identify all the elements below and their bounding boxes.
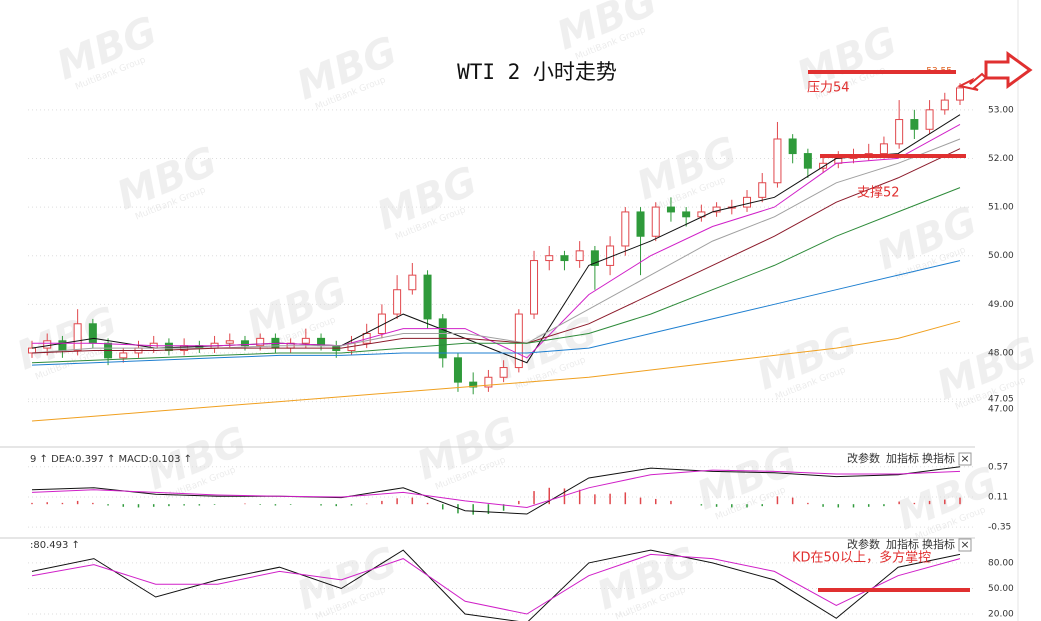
control-button[interactable]: × (960, 452, 969, 465)
y-tick-label: 0.11 (988, 492, 1008, 502)
candle-body (240, 340, 249, 347)
candle-body (636, 211, 645, 237)
candle-body (408, 274, 417, 291)
y-tick-label: 80.00 (988, 558, 1014, 568)
candle-body (895, 119, 904, 145)
indicator-line (31, 320, 961, 422)
candle-body (164, 342, 173, 352)
candle-body (925, 109, 934, 130)
indicator-line (31, 553, 961, 615)
candle-body (423, 274, 432, 320)
y-tick-label: 20.00 (988, 610, 1014, 620)
y-tick-label: 53.00 (988, 105, 1014, 115)
candle-body (73, 323, 82, 352)
control-button[interactable]: × (960, 538, 969, 551)
y-tick-label: 48.00 (988, 348, 1014, 358)
candle-body (682, 211, 691, 218)
arrow (984, 51, 1033, 89)
annotation: KD在50以上，多方掌控 (792, 550, 931, 566)
candle-body (256, 337, 265, 347)
candle-body (43, 340, 52, 349)
candle-body (910, 119, 919, 130)
candle-body (514, 313, 523, 369)
candle-body (393, 289, 402, 315)
candle-body (545, 255, 554, 262)
close-box (958, 538, 972, 552)
indicator-line (31, 114, 961, 364)
y-tick-label: 50.00 (988, 251, 1014, 261)
control-button[interactable]: 换指标 (922, 537, 955, 551)
candle-body (377, 313, 386, 335)
candle-body (484, 376, 493, 388)
candle-body (803, 153, 812, 169)
y-tick-label: -0.35 (988, 523, 1011, 533)
candle-body (88, 323, 97, 344)
candle-body (666, 206, 675, 213)
control-button[interactable]: 换指标 (922, 451, 955, 465)
candle-body (453, 357, 462, 383)
y-tick-label: 52.00 (988, 154, 1014, 164)
indicator-line (31, 187, 961, 364)
arrow (957, 72, 988, 91)
y-tick-label: 47.05 (988, 395, 1014, 405)
indicator-line (31, 260, 961, 366)
control-button[interactable]: 加指标 (886, 537, 919, 551)
y-tick-label: 50.00 (988, 584, 1014, 594)
control-button[interactable]: 改参数 (847, 537, 880, 551)
close-box (958, 452, 972, 466)
candle-body (621, 211, 630, 247)
indicator-header: 9 ↑ DEA:0.397 ↑ MACD:0.103 ↑ (30, 454, 192, 465)
candle-body (28, 347, 36, 354)
y-tick-label: 0.57 (988, 462, 1008, 472)
candle-body (773, 138, 782, 184)
candle-body (530, 260, 539, 315)
candle-body (119, 352, 128, 359)
plot-area: 53.00 52.00 51.00 50.00 49.00 48.00 47.0547.00… (28, 67, 1014, 621)
candle-body (743, 196, 752, 208)
candle-body (469, 381, 478, 388)
indicator-header: :80.493 ↑ (30, 540, 80, 551)
candle-body (499, 367, 508, 378)
y-tick-label: 47.00 (988, 405, 1014, 415)
candle-body (879, 143, 888, 155)
candle-body (560, 255, 569, 262)
candle-body (651, 206, 660, 237)
indicator-line (31, 138, 961, 354)
y-tick-label: 51.00 (988, 203, 1014, 213)
candle-body (788, 138, 797, 155)
chart-title: WTI 2 小时走势 (457, 60, 617, 84)
control-button[interactable]: 加指标 (886, 451, 919, 465)
candle-body (758, 182, 767, 198)
annotation: 支撑52 (857, 186, 900, 201)
candle-body (590, 250, 599, 266)
indicator-line (31, 469, 961, 509)
candle-body (956, 87, 964, 101)
candle-body (940, 99, 949, 111)
indicator-line (31, 466, 961, 515)
candle-body (301, 337, 310, 344)
annotation: 压力54 (807, 81, 850, 96)
candle-body (819, 162, 828, 169)
indicator-line (31, 549, 961, 621)
candle-body (575, 250, 584, 262)
y-tick-label: 49.00 (988, 300, 1014, 310)
control-button[interactable]: 改参数 (847, 451, 880, 465)
candle-body (58, 340, 67, 352)
indicator-line (31, 148, 961, 354)
candle-body (225, 340, 234, 344)
candle-body (712, 206, 721, 213)
